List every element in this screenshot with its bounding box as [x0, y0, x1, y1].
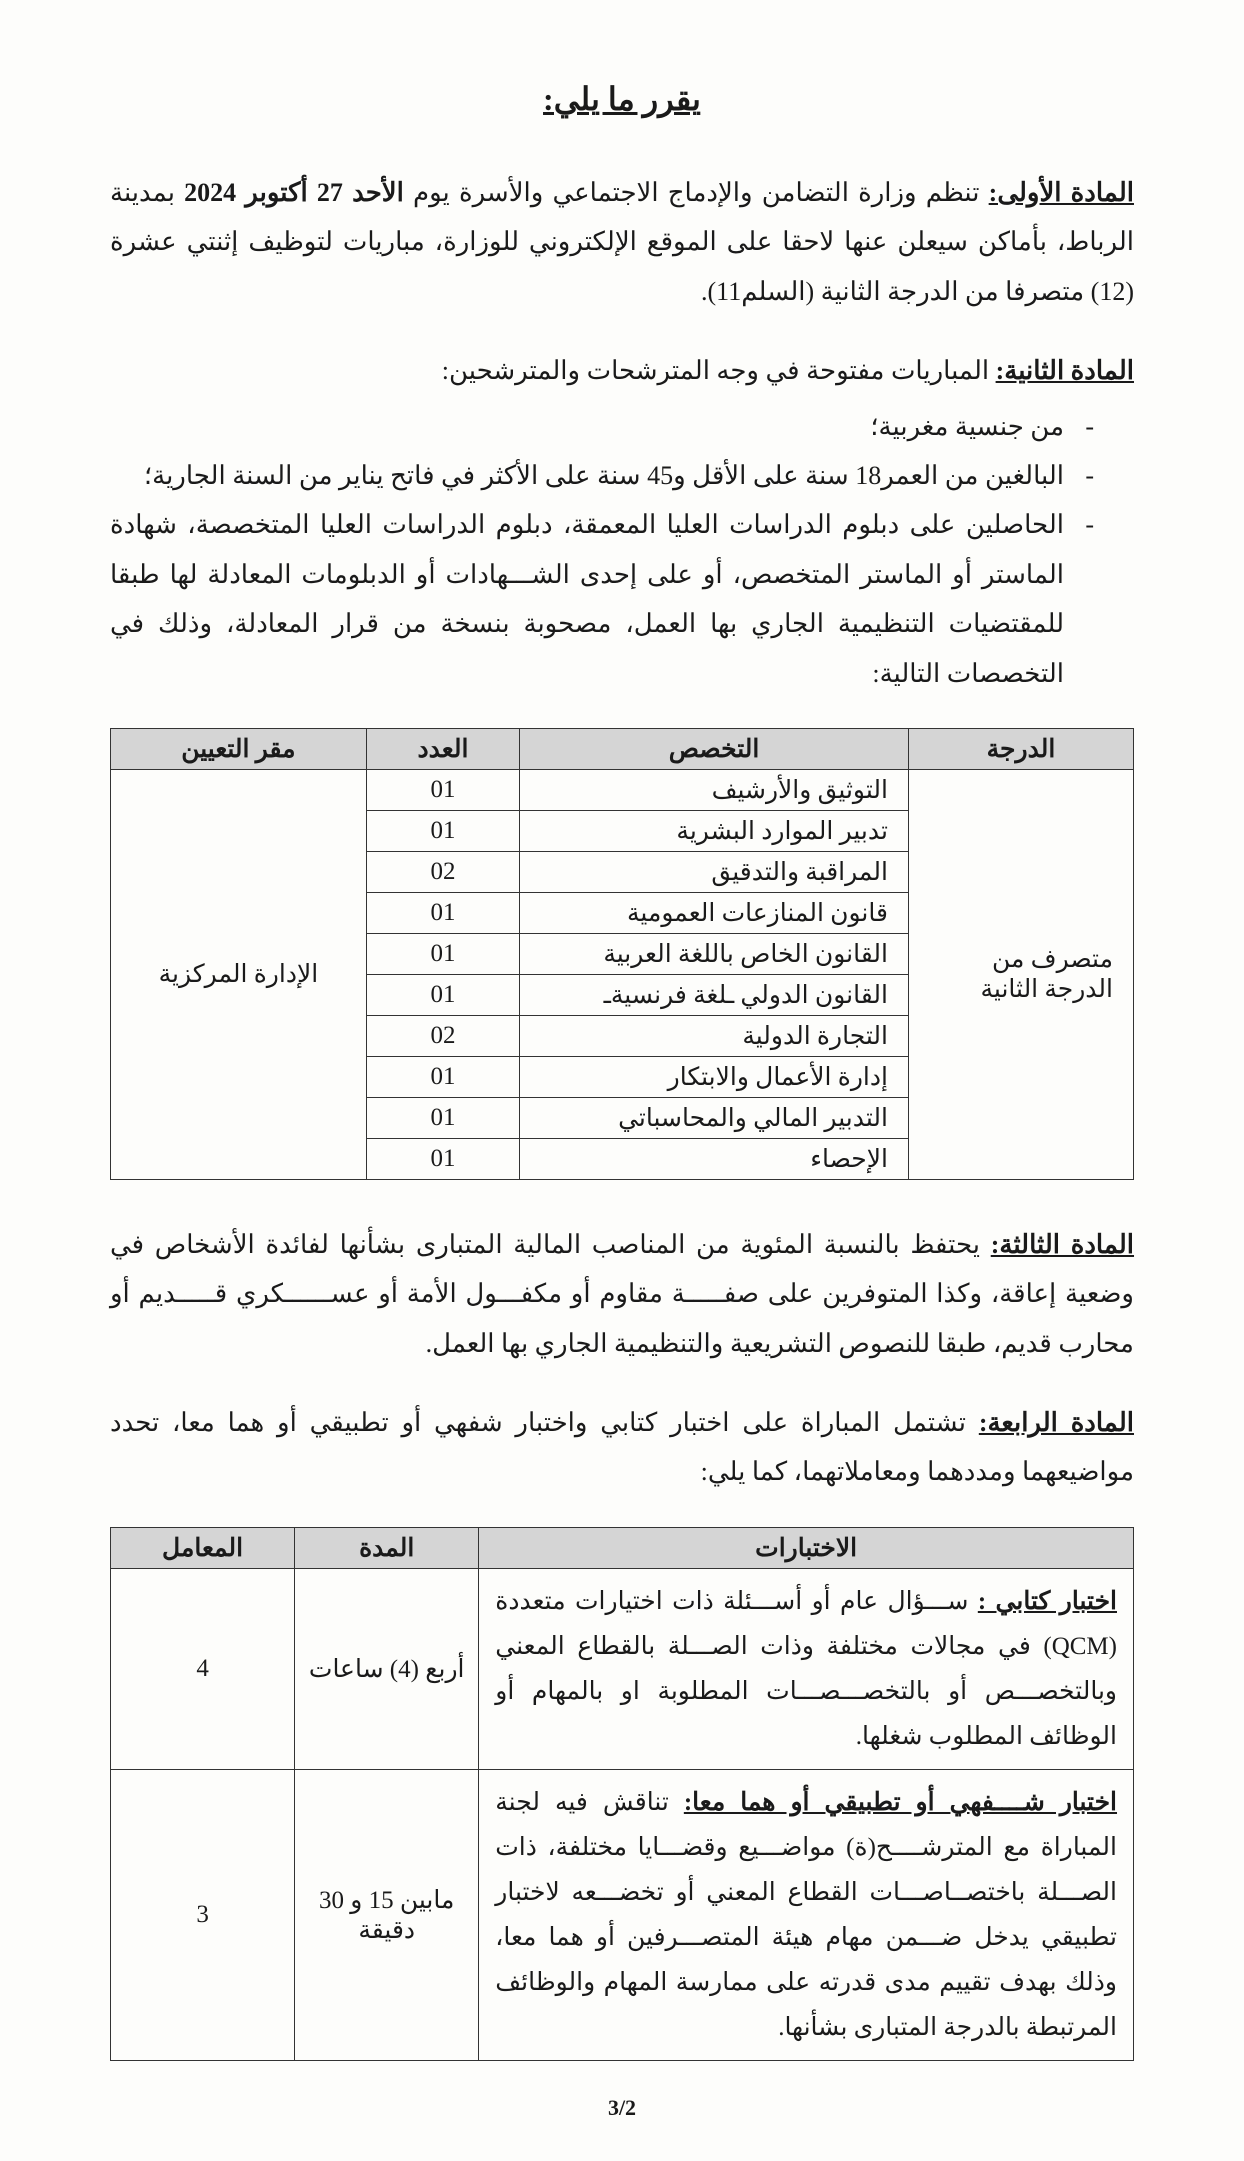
cell-grade: متصرف من الدرجة الثانية [908, 769, 1133, 1179]
th-exam: الاختبارات [479, 1527, 1134, 1568]
cell-count: 01 [366, 974, 519, 1015]
bullet-dash: - [1064, 500, 1094, 698]
cell-count: 01 [366, 892, 519, 933]
bullet-dash: - [1064, 402, 1094, 451]
exam-title: اختبار كتابي : [978, 1588, 1117, 1615]
article-1-text-a: تنظم وزارة التضامن والإدماج الاجتماعي وا… [404, 178, 989, 207]
cell-place: الإدارة المركزية [111, 769, 367, 1179]
article-3-text: يحتفظ بالنسبة المئوية من المناصب المالية… [110, 1230, 1134, 1358]
bullet-text: البالغين من العمر18 سنة على الأقل و45 سن… [110, 451, 1064, 500]
article-3-label: المادة الثالثة: [991, 1230, 1134, 1259]
cell-spec: القانون الخاص باللغة العربية [520, 933, 909, 974]
article-1: المادة الأولى: تنظم وزارة التضامن والإدم… [110, 168, 1134, 316]
article-2-intro: المادة الثانية: المباريات مفتوحة في وجه … [110, 346, 1134, 395]
cell-count: 02 [366, 1015, 519, 1056]
article-2-label: المادة الثانية: [996, 356, 1134, 385]
specializations-table: الدرجة التخصص العدد مقر التعيين متصرف من… [110, 728, 1134, 1180]
th-coef: المعامل [111, 1527, 295, 1568]
cell-spec: التدبير المالي والمحاسباتي [520, 1097, 909, 1138]
th-count: العدد [366, 728, 519, 769]
cell-count: 01 [366, 1138, 519, 1179]
cell-spec: الإحصاء [520, 1138, 909, 1179]
table-row: اختبار كتابي : ســـؤال عام أو أســـئلة ذ… [111, 1568, 1134, 1769]
bullet-text: الحاصلين على دبلوم الدراسات العليا المعم… [110, 500, 1064, 698]
cell-count: 01 [366, 769, 519, 810]
article-4: المادة الرابعة: تشتمل المباراة على اختبا… [110, 1398, 1134, 1497]
bullet-item: - البالغين من العمر18 سنة على الأقل و45 … [110, 451, 1094, 500]
cell-spec: التجارة الدولية [520, 1015, 909, 1056]
page-number: 3/2 [0, 2095, 1244, 2121]
cell-exam: اختبار كتابي : ســـؤال عام أو أســـئلة ذ… [479, 1568, 1134, 1769]
bullet-item: - الحاصلين على دبلوم الدراسات العليا الم… [110, 500, 1094, 698]
bullet-item: - من جنسية مغربية؛ [110, 402, 1094, 451]
cell-count: 01 [366, 810, 519, 851]
document-page: يقرر ما يلي: المادة الأولى: تنظم وزارة ا… [0, 0, 1244, 2161]
table-row: اختبار شــــفهي أو تطبيقي أو هما معا: تن… [111, 1769, 1134, 2060]
cell-spec: إدارة الأعمال والابتكار [520, 1056, 909, 1097]
article-1-label: المادة الأولى: [989, 178, 1134, 207]
cell-duration: أربع (4) ساعات [295, 1568, 479, 1769]
th-grade: الدرجة [908, 728, 1133, 769]
exam-desc: تناقش فيه لجنة المباراة مع المترشــــح(ة… [495, 1789, 1117, 2041]
th-place: مقر التعيين [111, 728, 367, 769]
article-2-bullets: - من جنسية مغربية؛ - البالغين من العمر18… [110, 402, 1094, 698]
page-title: يقرر ما يلي: [110, 80, 1134, 118]
cell-spec: تدبير الموارد البشرية [520, 810, 909, 851]
cell-spec: التوثيق والأرشيف [520, 769, 909, 810]
article-4-label: المادة الرابعة: [979, 1408, 1134, 1437]
cell-coef: 4 [111, 1568, 295, 1769]
cell-duration: مابين 15 و 30 دقيقة [295, 1769, 479, 2060]
article-1-date: الأحد 27 أكتوبر 2024 [184, 178, 404, 207]
table-header-row: الدرجة التخصص العدد مقر التعيين [111, 728, 1134, 769]
table-header-row: الاختبارات المدة المعامل [111, 1527, 1134, 1568]
table-row: متصرف من الدرجة الثانية التوثيق والأرشيف… [111, 769, 1134, 810]
th-spec: التخصص [520, 728, 909, 769]
cell-count: 01 [366, 1097, 519, 1138]
cell-spec: قانون المنازعات العمومية [520, 892, 909, 933]
cell-count: 02 [366, 851, 519, 892]
cell-exam: اختبار شــــفهي أو تطبيقي أو هما معا: تن… [479, 1769, 1134, 2060]
article-3: المادة الثالثة: يحتفظ بالنسبة المئوية من… [110, 1220, 1134, 1368]
cell-spec: المراقبة والتدقيق [520, 851, 909, 892]
exams-table: الاختبارات المدة المعامل اختبار كتابي : … [110, 1527, 1134, 2061]
cell-coef: 3 [111, 1769, 295, 2060]
bullet-text: من جنسية مغربية؛ [110, 402, 1064, 451]
cell-spec: القانون الدولي ـلغة فرنسيةـ [520, 974, 909, 1015]
article-2-intro-text: المباريات مفتوحة في وجه المترشحات والمتر… [442, 356, 996, 385]
cell-count: 01 [366, 1056, 519, 1097]
th-duration: المدة [295, 1527, 479, 1568]
bullet-dash: - [1064, 451, 1094, 500]
cell-count: 01 [366, 933, 519, 974]
